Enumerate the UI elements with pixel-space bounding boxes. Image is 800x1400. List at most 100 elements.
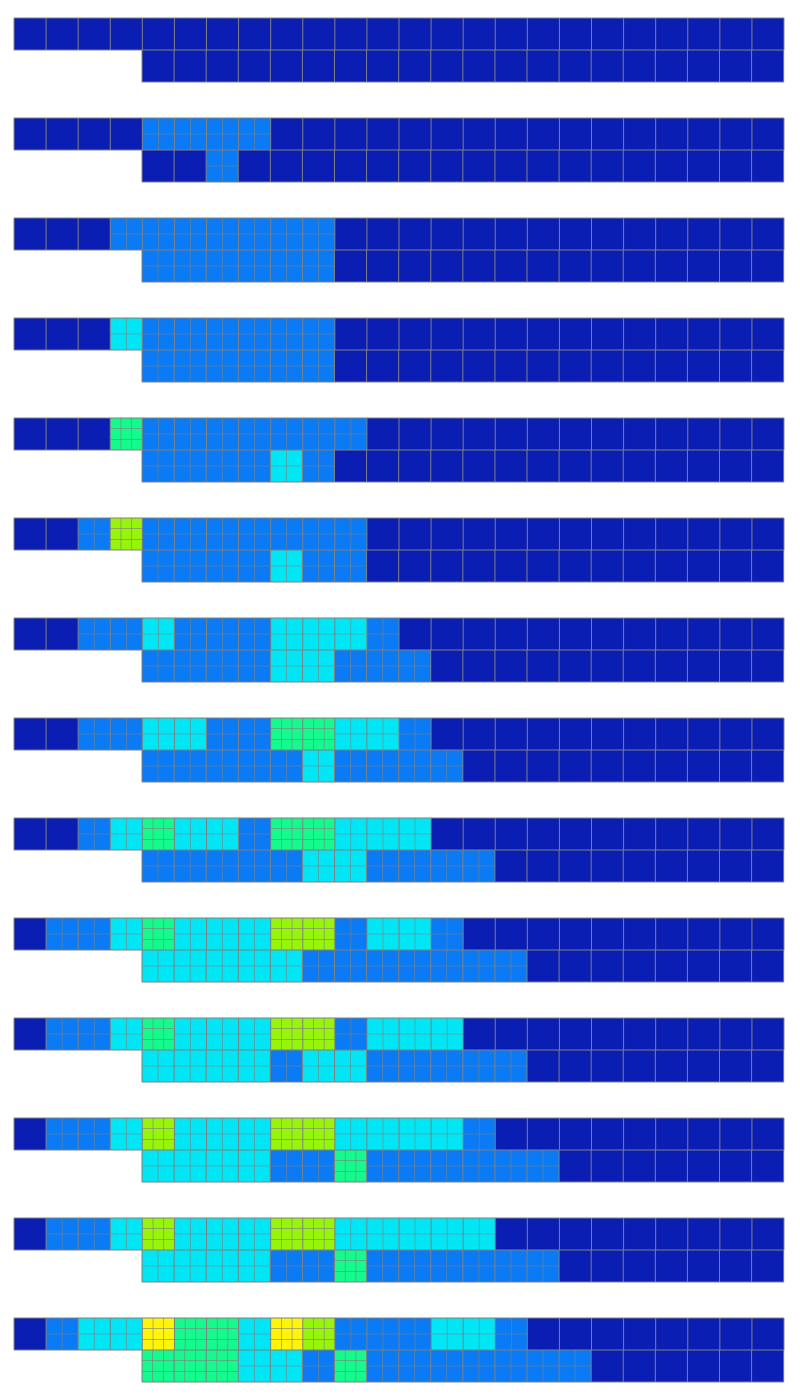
cell-top	[559, 318, 592, 350]
cell-bottom	[751, 650, 784, 682]
cell-top	[591, 618, 624, 650]
cell-top	[655, 18, 688, 50]
cell-top	[463, 1018, 496, 1050]
cell-bottom	[430, 550, 463, 582]
cell-bottom	[687, 950, 720, 982]
cell-bottom	[430, 50, 463, 82]
cell-bottom	[462, 250, 495, 282]
cell-top	[559, 1218, 592, 1250]
cell-bottom	[719, 650, 752, 682]
cell-bottom	[334, 1150, 367, 1182]
cell-top	[655, 1118, 688, 1150]
cell-top	[110, 518, 143, 550]
cell-top	[431, 618, 464, 650]
cell-top	[751, 18, 784, 50]
cell-bottom	[719, 350, 752, 382]
cell-bottom	[462, 550, 495, 582]
cell-bottom	[687, 750, 720, 782]
cell-bottom	[687, 1250, 720, 1282]
cell-top	[591, 218, 624, 250]
cell-top	[463, 218, 496, 250]
cell-bottom	[719, 750, 752, 782]
cell-bottom	[591, 250, 624, 282]
cell-top	[334, 118, 367, 150]
cell-bottom	[527, 1050, 560, 1082]
cell-top	[559, 918, 592, 950]
cell-top	[591, 918, 624, 950]
cell-top	[463, 718, 496, 750]
cell-bottom	[751, 1250, 784, 1282]
cell-top	[623, 118, 656, 150]
cell-top	[174, 18, 207, 50]
cell-top	[78, 318, 111, 350]
cell-bottom	[462, 650, 495, 682]
cell-top	[655, 518, 688, 550]
cell-top	[463, 318, 496, 350]
cell-bottom	[334, 1350, 367, 1382]
frame-13	[13, 1217, 785, 1283]
cell-bottom	[559, 850, 592, 882]
cell-top	[399, 118, 432, 150]
cell-bottom	[687, 250, 720, 282]
cell-top	[142, 18, 175, 50]
cell-bottom	[655, 1350, 688, 1382]
cell-bottom	[591, 1150, 624, 1182]
cell-bottom	[623, 650, 656, 682]
cell-top	[14, 418, 47, 450]
cell-bottom	[751, 150, 784, 182]
cell-top	[495, 818, 528, 850]
cell-bottom	[527, 950, 560, 982]
cell-top	[14, 318, 47, 350]
cell-top	[655, 818, 688, 850]
cell-bottom	[398, 250, 431, 282]
cell-top	[366, 218, 399, 250]
cell-bottom	[719, 850, 752, 882]
cell-bottom	[719, 1350, 752, 1382]
cell-bottom	[591, 150, 624, 182]
cell-top	[751, 1018, 784, 1050]
cell-bottom	[494, 650, 527, 682]
cell-top	[751, 318, 784, 350]
cell-top	[270, 818, 303, 850]
cell-top	[655, 618, 688, 650]
cell-top	[238, 18, 271, 50]
cell-bottom	[751, 1350, 784, 1382]
cell-top	[14, 618, 47, 650]
cell-top	[302, 918, 335, 950]
cell-bottom	[334, 150, 367, 182]
cell-top	[751, 718, 784, 750]
cell-top	[495, 618, 528, 650]
cell-top	[687, 318, 720, 350]
cell-top	[527, 418, 560, 450]
cell-top	[527, 618, 560, 650]
cell-top	[559, 18, 592, 50]
cell-top	[559, 1018, 592, 1050]
cell-top	[751, 118, 784, 150]
cell-top	[623, 1218, 656, 1250]
cell-top	[527, 318, 560, 350]
cell-bottom	[430, 250, 463, 282]
cell-bottom	[206, 1350, 239, 1382]
cell-bottom	[334, 450, 367, 482]
cell-top	[46, 818, 79, 850]
cell-top	[687, 1318, 720, 1350]
cell-bottom	[623, 750, 656, 782]
cell-top	[623, 918, 656, 950]
cell-bottom	[655, 450, 688, 482]
cell-top	[399, 518, 432, 550]
cell-top	[751, 218, 784, 250]
cell-top	[719, 1318, 752, 1350]
cell-bottom	[334, 250, 367, 282]
cell-bottom	[494, 450, 527, 482]
cell-top	[687, 618, 720, 650]
cell-bottom	[591, 1050, 624, 1082]
cell-bottom	[719, 450, 752, 482]
cell-top	[142, 918, 175, 950]
cell-bottom	[623, 950, 656, 982]
cell-bottom	[655, 350, 688, 382]
cell-bottom	[462, 150, 495, 182]
cell-bottom	[334, 1250, 367, 1282]
cell-bottom	[398, 550, 431, 582]
cell-top	[495, 18, 528, 50]
cell-top	[559, 818, 592, 850]
